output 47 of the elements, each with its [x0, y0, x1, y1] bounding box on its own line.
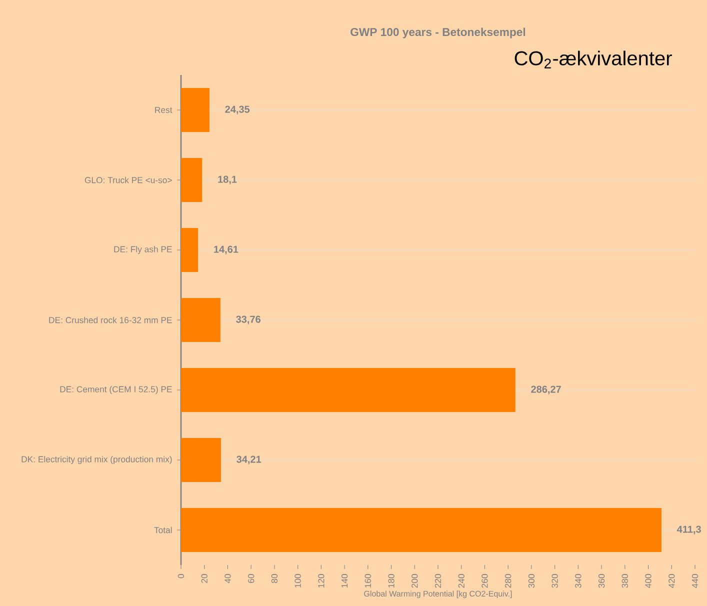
y-tick-label: Rest [155, 106, 172, 114]
x-tick-label: 60 [248, 574, 254, 583]
x-tick-label: 260 [482, 574, 488, 588]
x-tick-label: 40 [224, 574, 231, 584]
text: CO$_{2}$-ækvivalenter [514, 50, 672, 68]
data-label: 33,76 [236, 316, 260, 324]
x-tick-label: 180 [388, 574, 394, 588]
x-tick-label: 340 [575, 574, 582, 588]
bar [181, 88, 210, 132]
bar [181, 438, 221, 482]
x-tick-label: 0 [178, 574, 184, 578]
x-tick-label: 420 [668, 574, 675, 588]
x-tick-label: 400 [645, 574, 652, 588]
bar [181, 368, 516, 412]
y-tick-label: DE: Crushed rock 16-32 mm PE [49, 316, 172, 324]
x-tick-label: 280 [505, 574, 512, 588]
bar [181, 508, 662, 552]
y-tick-label: DK: Electricity grid mix (production mix) [22, 456, 172, 464]
x-tick-label: 140 [341, 574, 348, 588]
x-tick-label: 80 [271, 574, 278, 583]
chart-title: GWP 100 years - Betoneksempel [350, 28, 526, 38]
bar [181, 158, 202, 202]
x-tick-label: 120 [318, 574, 324, 588]
x-tick-label: 380 [622, 574, 628, 588]
x-tick-label: 300 [528, 574, 535, 588]
x-tick-label: 320 [552, 574, 558, 588]
y-tick-label: DE: Fly ash PE [114, 246, 172, 254]
y-tick-label: DE: Cement (CEM I 52.5) PE [60, 386, 172, 394]
data-label: 24,35 [225, 106, 250, 114]
data-label: 411,3 [676, 526, 701, 534]
data-label: 286,27 [531, 386, 561, 394]
x-axis-title: Global Warming Potential [kg CO2-Equiv.] [364, 590, 512, 598]
bar [181, 298, 220, 342]
x-tick-label: 20 [201, 574, 208, 583]
y-tick-label: Total [154, 526, 172, 534]
x-tick-label: 160 [364, 574, 371, 588]
x-tick-label: 200 [412, 574, 418, 588]
data-label: 18,1 [218, 176, 237, 184]
y-tick-label: GLO: Truck PE <u-so> [84, 176, 172, 184]
data-label: 14,61 [214, 246, 238, 254]
x-tick-label: 220 [434, 574, 442, 588]
x-tick-label: 440 [692, 574, 698, 588]
x-tick-label: 240 [458, 574, 464, 588]
x-tick-label: 360 [598, 574, 605, 588]
data-label: 34,21 [236, 456, 262, 464]
bar [181, 228, 198, 272]
x-tick-label: 100 [294, 574, 301, 588]
